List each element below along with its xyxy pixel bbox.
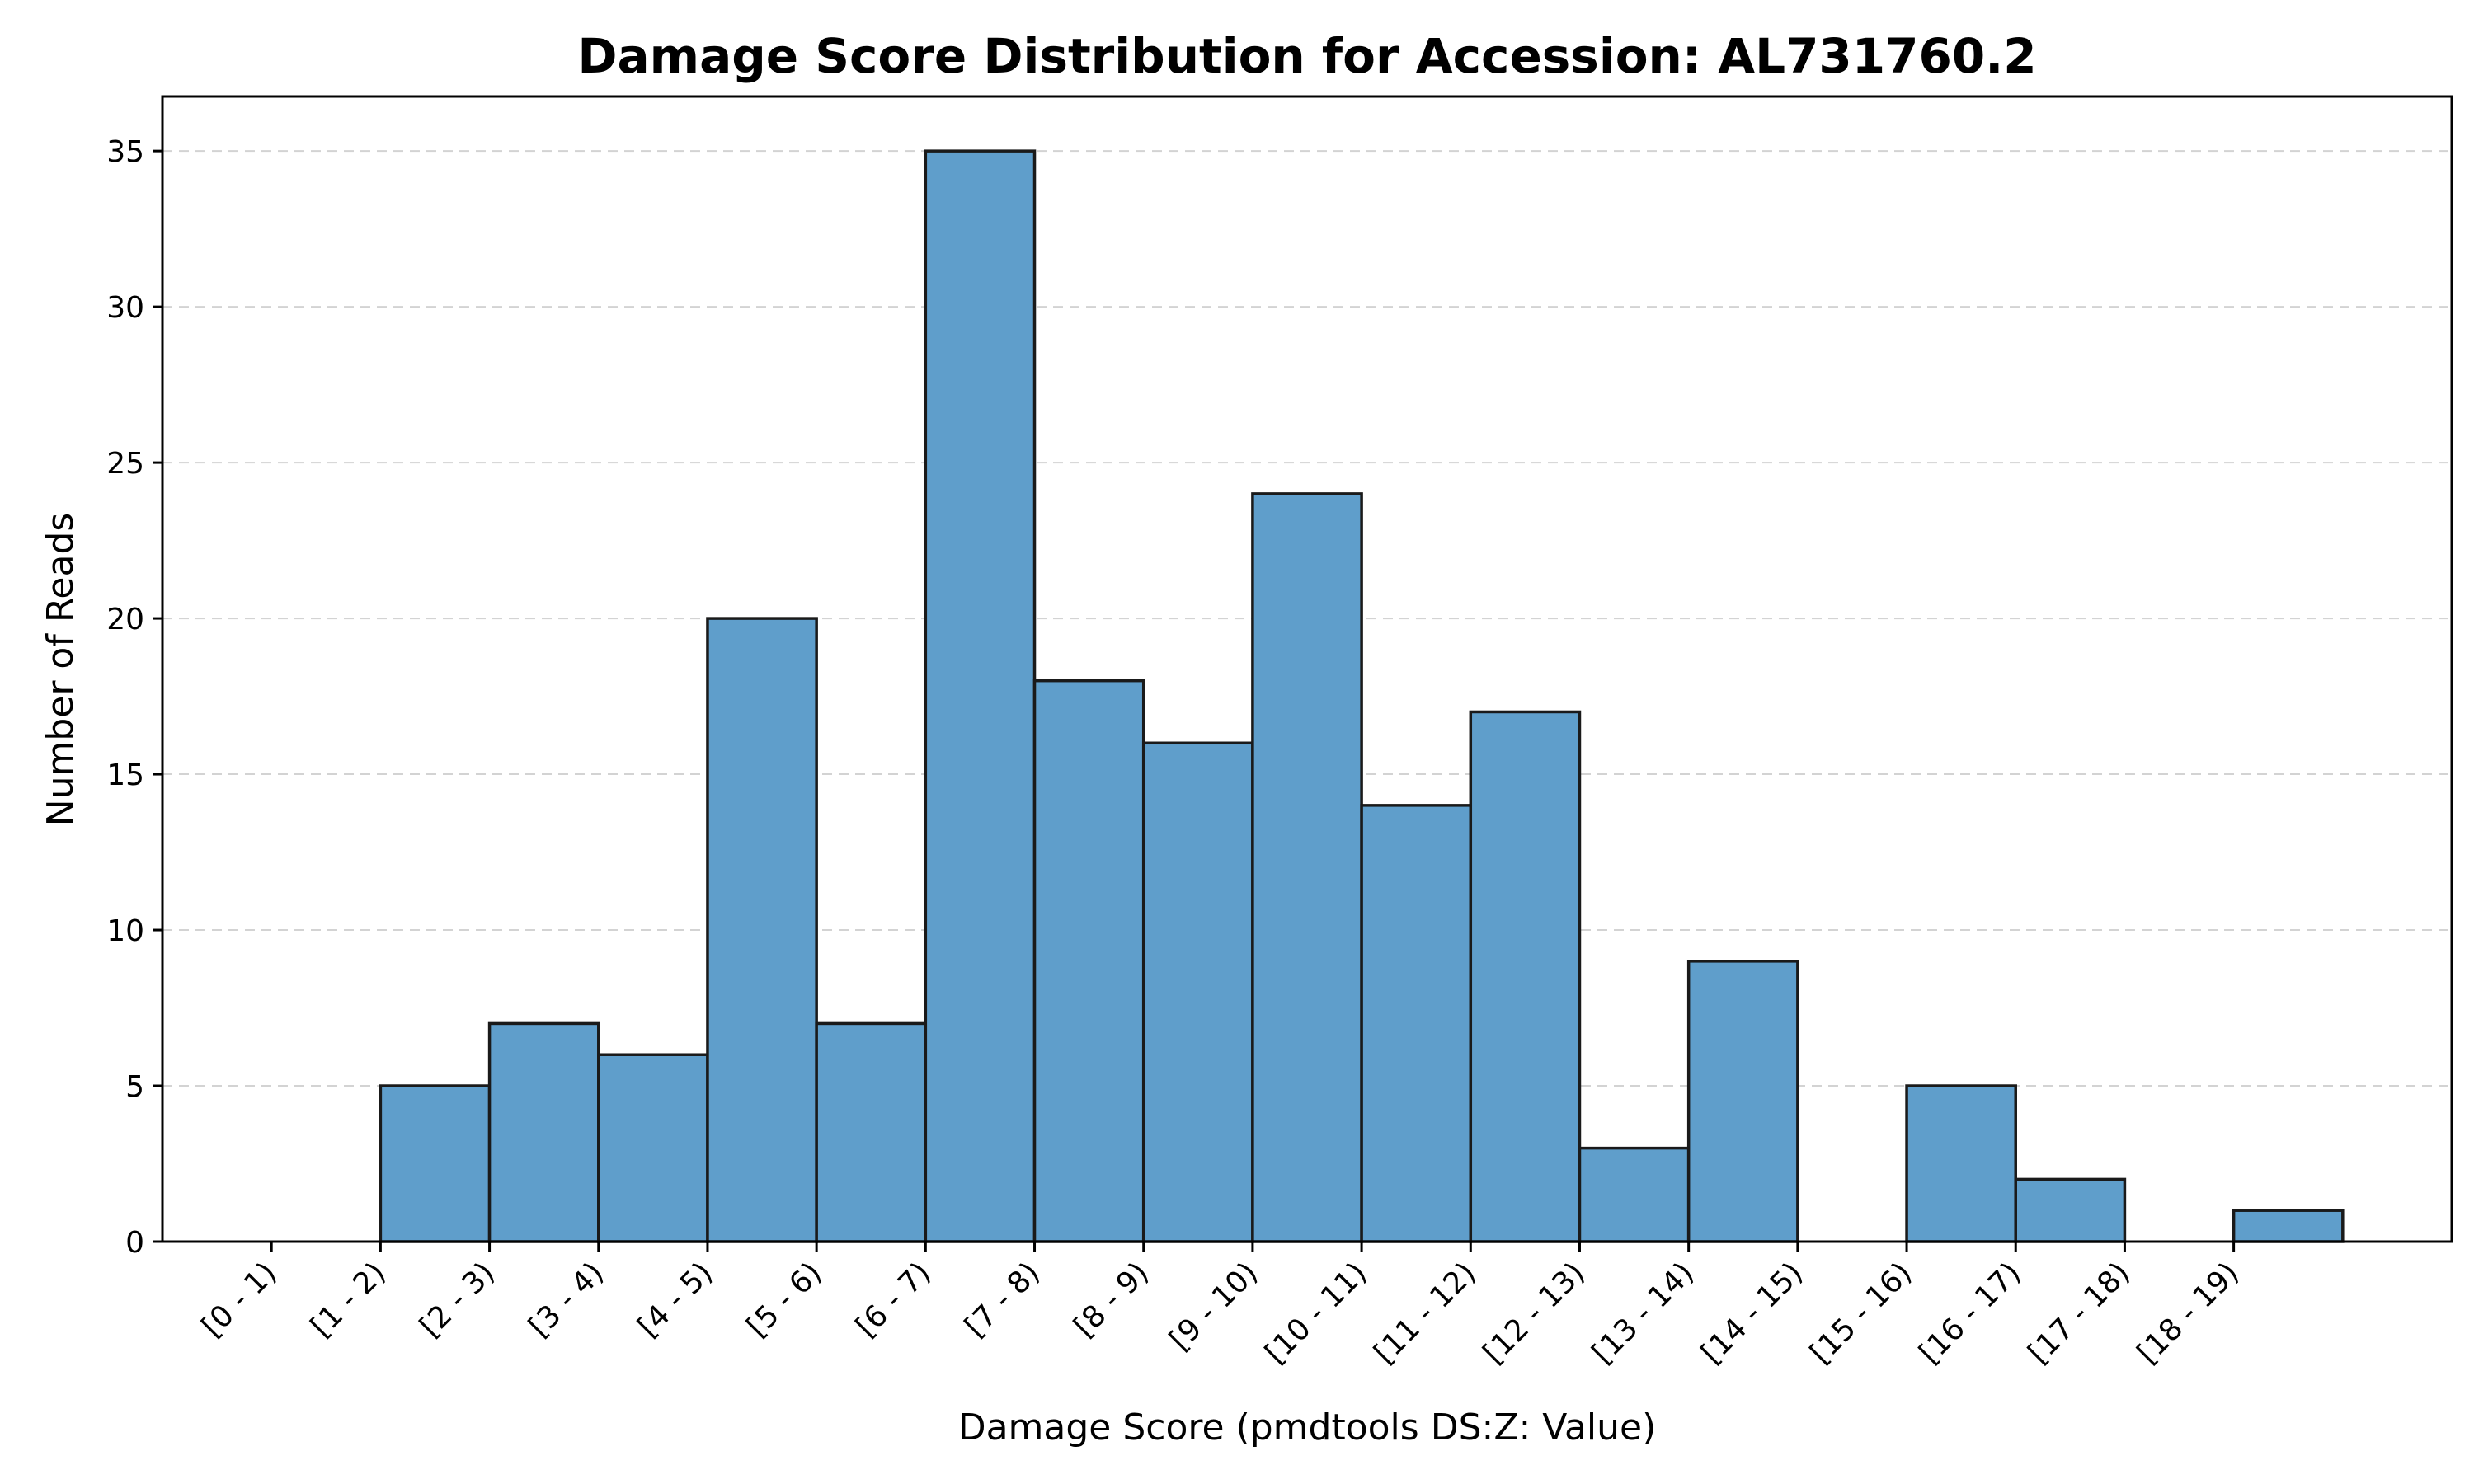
x-tick-label: [16 - 17) [1913,1256,2028,1370]
x-tick-label: [13 - 14) [1586,1256,1700,1370]
x-tick-label: [3 - 4) [523,1256,611,1344]
x-tick-label: [6 - 7) [849,1256,938,1344]
x-tick-label: [11 - 12) [1368,1256,1483,1370]
x-tick-label: [8 - 9) [1067,1256,1155,1344]
bar [815,1021,928,1243]
bar [379,1084,492,1243]
x-tick-label: [15 - 16) [1804,1256,1918,1370]
plot-frame [161,95,2453,1243]
bar [1251,492,1363,1243]
x-tick-label: [2 - 3) [413,1256,501,1344]
chart-title: Damage Score Distribution for Accession:… [577,28,2036,84]
bars [379,149,2345,1243]
x-tick-label: [12 - 13) [1477,1256,1592,1370]
x-tick-label: [17 - 18) [2022,1256,2137,1370]
bar [706,617,818,1243]
x-tick-label: [5 - 6) [741,1256,829,1344]
x-tick-label: [1 - 2) [304,1256,393,1344]
y-tick-label: 15 [106,758,144,792]
bar [1469,710,1582,1243]
bar [1578,1146,1691,1243]
x-tick-label: [14 - 15) [1695,1256,1809,1370]
y-tick-label: 5 [125,1070,144,1104]
y-tick-label: 30 [106,291,144,325]
y-tick-label: 0 [125,1226,144,1260]
bar [1141,741,1254,1243]
bar [2014,1177,2127,1243]
y-tick-label: 10 [106,914,144,948]
bar [487,1021,600,1243]
y-axis-label: Number of Reads [40,513,82,827]
bar [924,149,1037,1243]
y-tick-label: 35 [106,135,144,169]
x-tick-label: [0 - 1) [195,1256,284,1344]
bar [1032,679,1145,1243]
y-axis-ticks: 0 5 10 15 20 25 30 35 [106,135,162,1260]
x-axis-ticks: [0 - 1) [1 - 2) [2 - 3) [3 - 4) [4 - 5) [5 - … [195,1242,2246,1370]
bar [597,1053,709,1243]
y-tick-label: 20 [106,603,144,636]
bar [2232,1209,2345,1243]
bar [1686,960,1799,1243]
x-tick-label: [7 - 8) [958,1256,1047,1344]
x-tick-label: [4 - 5) [632,1256,720,1344]
x-tick-label: [10 - 11) [1258,1256,1373,1370]
x-tick-label: [18 - 19) [2131,1256,2246,1370]
x-tick-label: [9 - 10) [1163,1256,1264,1357]
y-tick-label: 25 [106,447,144,481]
x-axis-label: Damage Score (pmdtools DS:Z: Value) [958,1407,1657,1449]
bar [1905,1084,2017,1243]
bar [1360,804,1473,1243]
